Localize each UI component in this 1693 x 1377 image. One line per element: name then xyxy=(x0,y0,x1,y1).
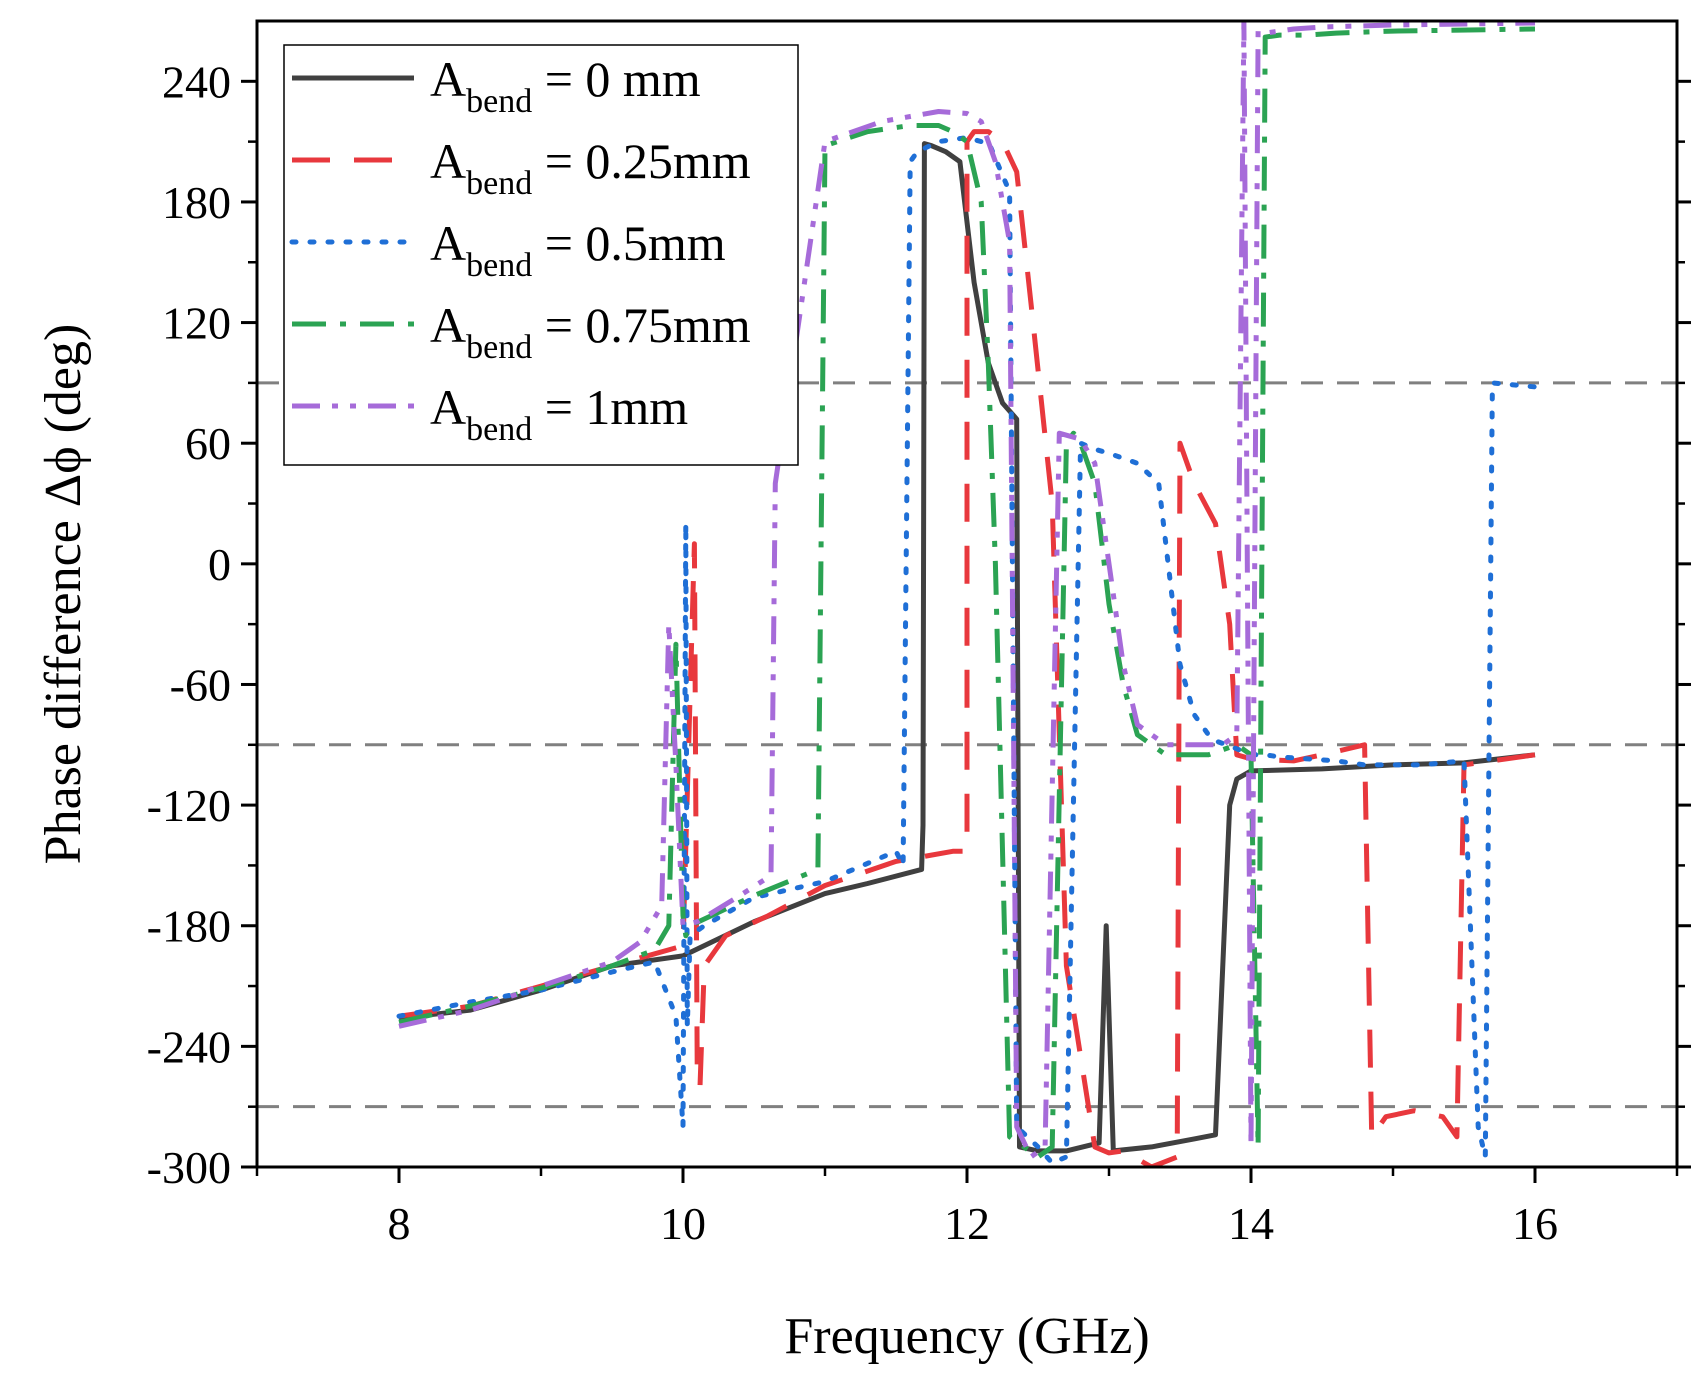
legend-label-1: Abend = 0.25mm xyxy=(430,133,751,202)
y-tick-label: 60 xyxy=(185,418,231,469)
series-layer xyxy=(396,21,1538,1167)
y-tick-label: -60 xyxy=(170,659,231,710)
legend-label-0: Abend = 0 mm xyxy=(430,51,701,120)
y-axis: -300 -240 -180 -120 -60 0 60 120 180 240 xyxy=(147,56,1691,1193)
y-tick-label: 0 xyxy=(208,539,231,590)
legend-box xyxy=(283,44,799,466)
legend-label-2: Abend = 0.5mm xyxy=(430,215,726,284)
y-axis-title: Phase difference Δϕ (deg) xyxy=(35,324,92,865)
y-tick-label: -300 xyxy=(147,1142,231,1193)
x-tick-label: 16 xyxy=(1512,1198,1558,1249)
legend: Abend = 0 mm Abend = 0.25mm Abend = 0.5mm A… xyxy=(283,44,799,466)
y-tick-label: -180 xyxy=(147,901,231,952)
legend-label-4: Abend = 1mm xyxy=(430,379,688,448)
series-line-4 xyxy=(398,21,1536,1160)
x-axis-title: Frequency (GHz) xyxy=(784,1308,1149,1365)
y-tick-label: 240 xyxy=(162,56,231,107)
x-tick-label: 14 xyxy=(1228,1198,1274,1249)
legend-label-3: Abend = 0.75mm xyxy=(430,297,751,366)
y-tick-label: 180 xyxy=(162,177,231,228)
y-tick-label: -240 xyxy=(147,1021,231,1072)
y-tick-label: 120 xyxy=(162,298,231,349)
x-axis: 8 10 12 14 16 xyxy=(255,1167,1679,1249)
x-tick-label: 10 xyxy=(660,1198,706,1249)
y-tick-label: -120 xyxy=(147,780,231,831)
series-line-0 xyxy=(398,141,1536,1154)
x-tick-label: 12 xyxy=(944,1198,990,1249)
x-tick-label: 8 xyxy=(388,1198,411,1249)
